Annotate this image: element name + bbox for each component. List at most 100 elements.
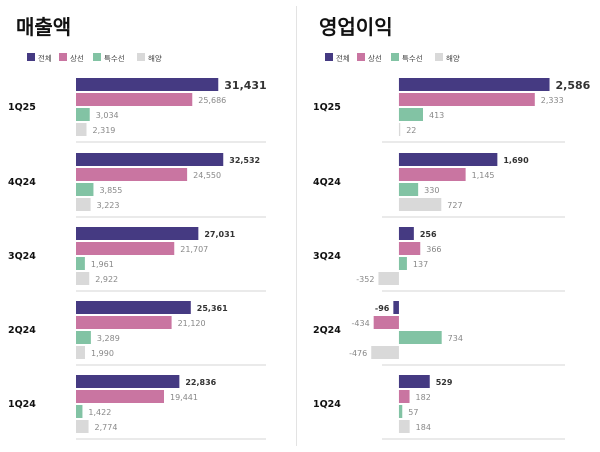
data-label-total: 31,431 xyxy=(224,79,266,92)
legend-label-shipping: 해양 xyxy=(148,53,162,63)
bar-general xyxy=(76,168,188,181)
legend-swatch-shipping xyxy=(137,53,145,61)
bar-general xyxy=(398,168,466,181)
legend-swatch-shipping xyxy=(435,53,443,61)
bar-total xyxy=(398,227,414,240)
data-label-shipping: 2,774 xyxy=(95,423,118,432)
data-label-total: 256 xyxy=(420,230,437,239)
bar-total xyxy=(393,301,399,314)
bar-total xyxy=(76,375,180,388)
data-label-shipping: 184 xyxy=(416,423,431,432)
category-label: 1Q24 xyxy=(8,399,36,410)
bar-total xyxy=(76,227,199,240)
data-label-total: 22,836 xyxy=(185,378,216,387)
data-label-shipping: 3,223 xyxy=(97,201,120,210)
data-label-shipping: -352 xyxy=(356,275,374,284)
bar-general xyxy=(76,242,175,255)
chart-title: 영업이익 xyxy=(319,15,393,39)
bar-total xyxy=(76,78,219,91)
bar-shipping xyxy=(76,420,89,433)
bar-shipping xyxy=(398,198,442,211)
data-label-shipping: -476 xyxy=(349,349,367,358)
bar-special xyxy=(76,331,91,344)
bar-shipping xyxy=(371,346,399,359)
legend-swatch-special xyxy=(93,53,101,61)
data-label-general: 21,120 xyxy=(178,319,206,328)
category-label: 2Q24 xyxy=(313,325,341,336)
category-label: 1Q25 xyxy=(313,102,341,113)
data-label-total: -96 xyxy=(375,304,390,313)
data-label-shipping: 1,990 xyxy=(91,349,114,358)
bar-shipping xyxy=(76,198,91,211)
bar-special xyxy=(398,331,442,344)
legend-label-general: 상선 xyxy=(70,53,84,63)
category-label: 3Q24 xyxy=(8,251,36,262)
category-label: 1Q25 xyxy=(8,102,36,113)
data-label-shipping: 22 xyxy=(406,126,416,135)
legend-swatch-special xyxy=(391,53,399,61)
bar-special xyxy=(76,257,85,270)
data-label-total: 529 xyxy=(436,378,453,387)
bar-total xyxy=(398,78,550,91)
data-label-general: 182 xyxy=(416,393,431,402)
bar-total xyxy=(398,375,430,388)
category-label: 4Q24 xyxy=(8,177,36,188)
data-label-general: 2,333 xyxy=(541,96,564,105)
data-label-total: 2,586 xyxy=(556,79,591,92)
bar-total xyxy=(76,301,191,314)
bar-special xyxy=(76,405,83,418)
bar-special xyxy=(398,183,419,196)
category-label: 1Q24 xyxy=(313,399,341,410)
bar-general xyxy=(398,242,421,255)
data-label-special: 137 xyxy=(413,260,428,269)
bar-shipping xyxy=(76,346,86,359)
bar-general xyxy=(76,316,172,329)
bar-special xyxy=(398,108,423,121)
data-label-total: 25,361 xyxy=(197,304,228,313)
data-label-general: -434 xyxy=(352,319,370,328)
bar-special xyxy=(398,257,407,270)
bar-general xyxy=(398,93,535,106)
category-label: 3Q24 xyxy=(313,251,341,262)
legend-label-total: 전체 xyxy=(38,53,52,63)
legend-label-total: 전체 xyxy=(336,53,350,63)
data-label-special: 57 xyxy=(408,408,418,417)
panel-divider xyxy=(296,6,297,446)
legend-swatch-general xyxy=(59,53,67,61)
data-label-shipping: 727 xyxy=(447,201,462,210)
legend-label-special: 특수선 xyxy=(104,54,125,63)
bar-shipping xyxy=(398,420,410,433)
data-label-special: 3,289 xyxy=(97,334,120,343)
data-label-special: 1,961 xyxy=(91,260,114,269)
category-label: 4Q24 xyxy=(313,177,341,188)
category-label: 2Q24 xyxy=(8,325,36,336)
data-label-special: 734 xyxy=(448,334,463,343)
data-label-general: 366 xyxy=(426,245,441,254)
bar-shipping xyxy=(398,123,401,136)
bar-general xyxy=(76,390,164,403)
bar-total xyxy=(76,153,224,166)
bar-special xyxy=(76,108,90,121)
data-label-total: 27,031 xyxy=(204,230,235,239)
bar-total xyxy=(398,153,498,166)
data-label-special: 3,034 xyxy=(96,111,119,120)
data-label-special: 1,422 xyxy=(88,408,111,417)
legend-swatch-total xyxy=(27,53,35,61)
data-label-general: 1,145 xyxy=(472,171,495,180)
bar-shipping xyxy=(378,272,399,285)
data-label-special: 330 xyxy=(424,186,439,195)
bar-shipping xyxy=(76,123,87,136)
data-label-general: 25,686 xyxy=(198,96,226,105)
data-label-shipping: 2,319 xyxy=(92,126,115,135)
data-label-general: 24,550 xyxy=(193,171,221,180)
data-label-total: 1,690 xyxy=(503,156,529,165)
data-label-shipping: 2,922 xyxy=(95,275,118,284)
data-label-special: 3,855 xyxy=(99,186,122,195)
data-label-total: 32,532 xyxy=(229,156,260,165)
data-label-general: 21,707 xyxy=(180,245,208,254)
bar-general xyxy=(76,93,193,106)
bar-special xyxy=(76,183,94,196)
